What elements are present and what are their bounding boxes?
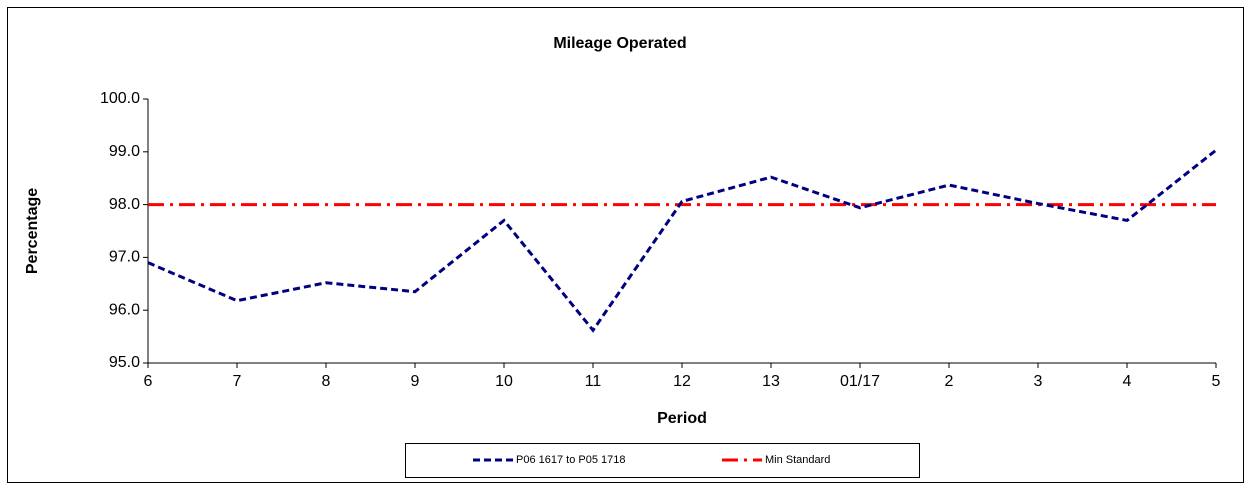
series-line (147, 149, 1217, 333)
x-tick-label: 12 (673, 373, 691, 390)
x-axis-title: Period (657, 410, 707, 427)
y-tick-label: 96.0 (109, 301, 140, 318)
chart-frame (7, 7, 1244, 483)
x-tick-label: 9 (411, 373, 420, 390)
y-tick-label: 100.0 (100, 90, 140, 107)
x-tick-label: 10 (495, 373, 513, 390)
x-tick-label: 4 (1123, 373, 1132, 390)
x-tick-label: 5 (1212, 373, 1221, 390)
x-tick-label: 13 (762, 373, 780, 390)
y-tick-label: 97.0 (109, 249, 140, 266)
y-tick-label: 98.0 (109, 196, 140, 213)
x-tick-label: 01/17 (840, 373, 880, 390)
x-tick-label: 6 (144, 373, 153, 390)
y-tick-label: 95.0 (109, 354, 140, 371)
legend-label: P06 1617 to P05 1718 (516, 454, 625, 466)
x-tick-label: 7 (233, 373, 242, 390)
chart-title: Mileage Operated (553, 35, 686, 52)
y-axis-title: Percentage (24, 188, 41, 274)
legend-label: Min Standard (765, 454, 830, 466)
y-tick-label: 99.0 (109, 143, 140, 160)
legend-box (405, 443, 920, 478)
x-tick-label: 11 (585, 373, 602, 390)
x-tick-label: 8 (322, 373, 331, 390)
x-tick-label: 2 (945, 373, 954, 390)
x-tick-label: 3 (1034, 373, 1043, 390)
